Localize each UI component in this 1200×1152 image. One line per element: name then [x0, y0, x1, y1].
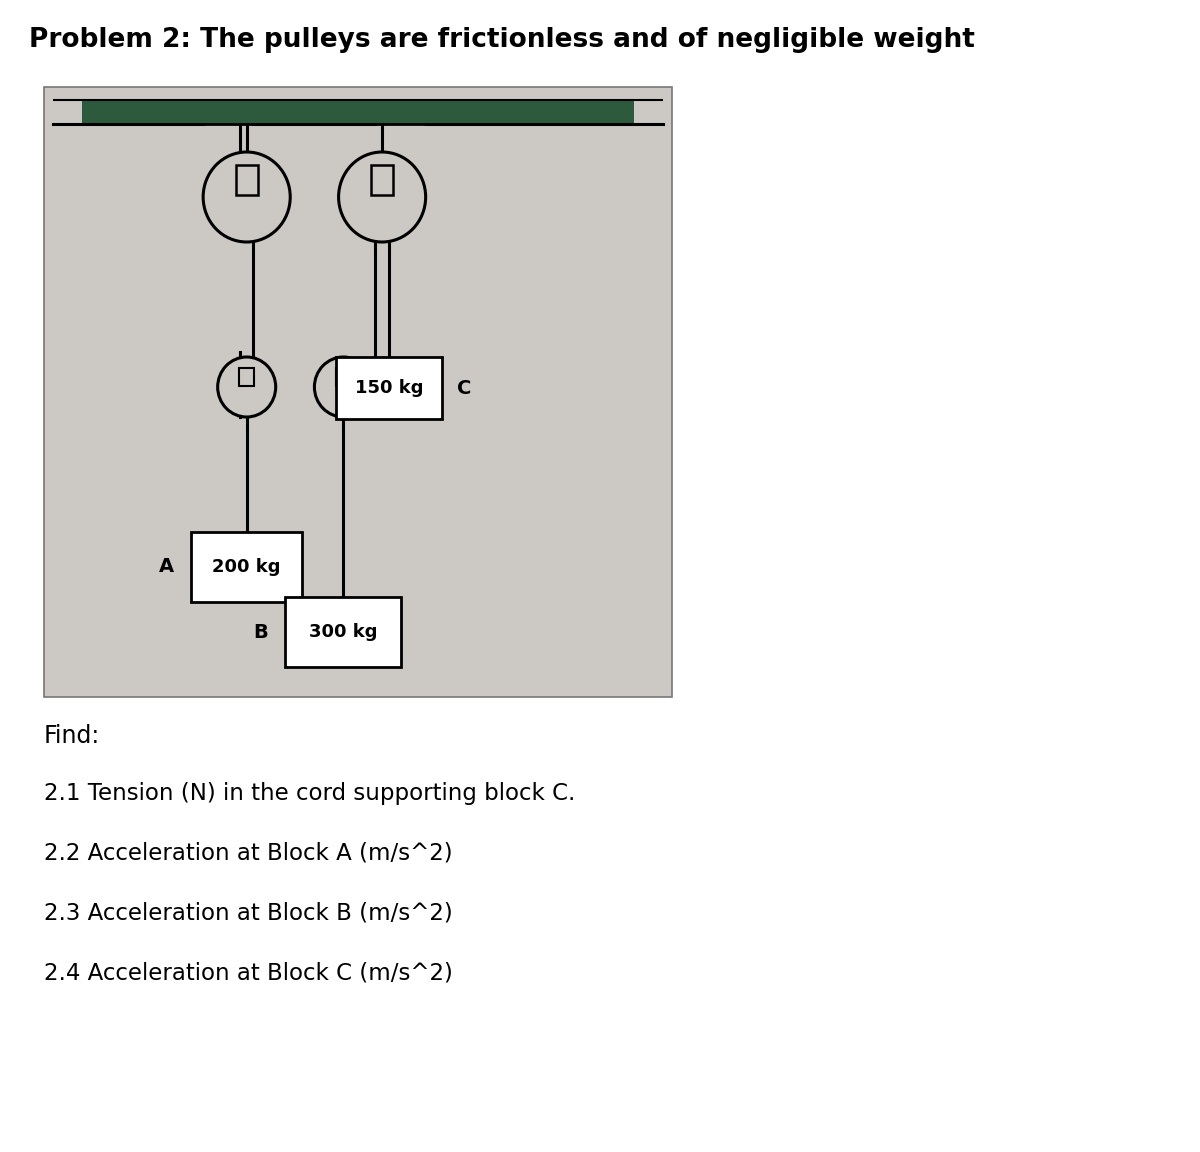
Text: 200 kg: 200 kg — [212, 558, 281, 576]
Text: C: C — [457, 379, 470, 397]
Text: 2.4 Acceleration at Block C (m/s^2): 2.4 Acceleration at Block C (m/s^2) — [43, 962, 452, 985]
Text: Find:: Find: — [43, 723, 100, 748]
Text: Problem 2: The pulleys are frictionless and of negligible weight: Problem 2: The pulleys are frictionless … — [29, 26, 974, 53]
FancyBboxPatch shape — [286, 597, 402, 667]
Text: 2.1 Tension (N) in the cord supporting block C.: 2.1 Tension (N) in the cord supporting b… — [43, 782, 575, 805]
Text: B: B — [253, 622, 268, 642]
Bar — [240, 367, 254, 386]
FancyBboxPatch shape — [336, 357, 442, 419]
FancyBboxPatch shape — [43, 88, 672, 697]
FancyBboxPatch shape — [83, 100, 634, 124]
Text: 2.2 Acceleration at Block A (m/s^2): 2.2 Acceleration at Block A (m/s^2) — [43, 842, 452, 865]
Circle shape — [217, 357, 276, 417]
FancyBboxPatch shape — [191, 532, 302, 602]
Circle shape — [203, 152, 290, 242]
Bar — [236, 166, 258, 195]
Bar — [336, 367, 350, 386]
Text: 300 kg: 300 kg — [310, 623, 378, 641]
Text: A: A — [158, 558, 174, 576]
Circle shape — [314, 357, 372, 417]
Bar — [371, 166, 394, 195]
Text: 150 kg: 150 kg — [355, 379, 424, 397]
Circle shape — [338, 152, 426, 242]
Text: 2.3 Acceleration at Block B (m/s^2): 2.3 Acceleration at Block B (m/s^2) — [43, 902, 452, 925]
